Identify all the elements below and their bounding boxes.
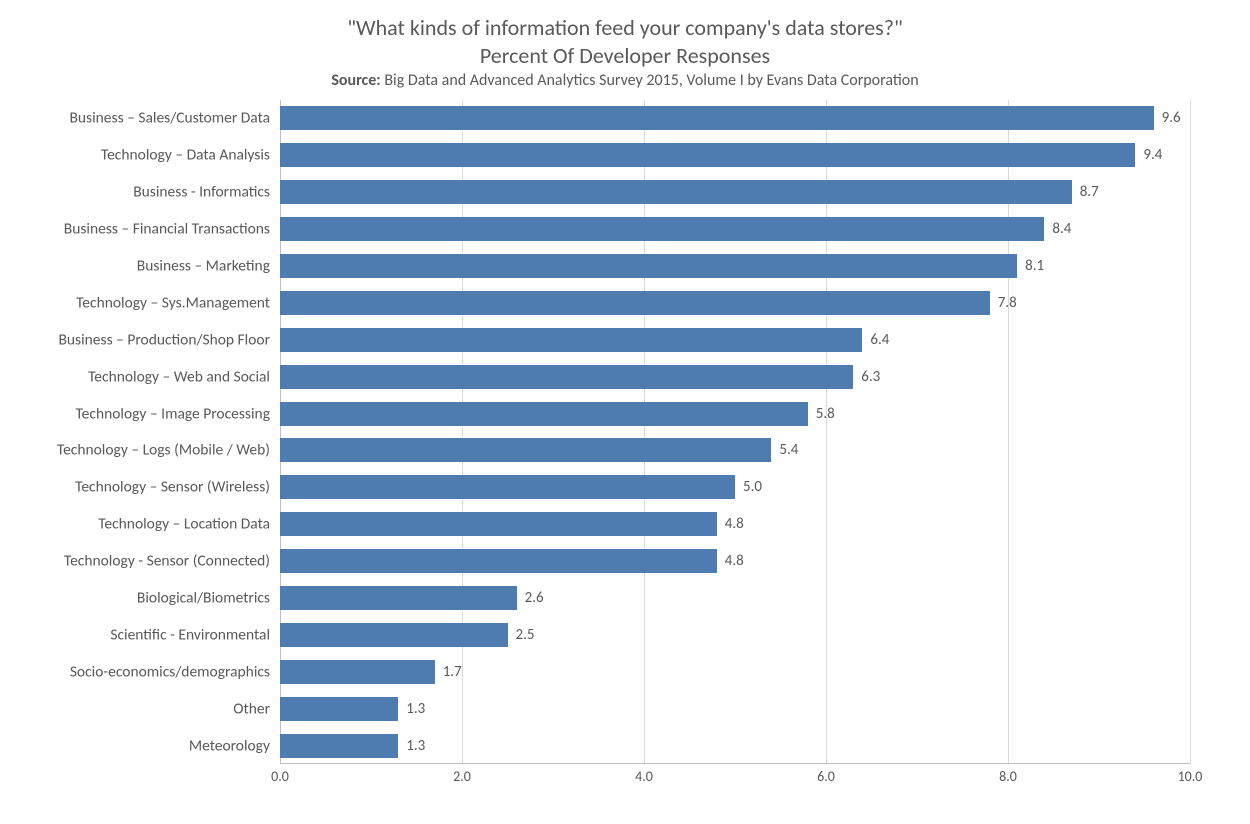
value-label: 9.6 xyxy=(1154,109,1181,127)
category-label: Technology – Logs (Mobile / Web) xyxy=(57,441,280,460)
value-label: 2.6 xyxy=(517,589,544,607)
category-label: Business - Informatics xyxy=(133,183,280,202)
category-label: Technology – Sensor (Wireless) xyxy=(75,478,280,497)
category-label: Business – Marketing xyxy=(137,256,280,275)
value-label: 1.3 xyxy=(398,700,425,718)
category-label: Technology – Web and Social xyxy=(88,367,280,386)
bar-row: Meteorology1.3 xyxy=(280,734,1190,758)
gridline xyxy=(1190,100,1191,764)
bar xyxy=(280,402,808,426)
category-label: Socio-economics/demographics xyxy=(70,662,280,681)
chart-title-line1: "What kinds of information feed your com… xyxy=(0,14,1250,42)
bars: Business – Sales/Customer Data9.6 Technol… xyxy=(280,100,1190,764)
bar xyxy=(280,438,771,462)
bar-row: Business - Informatics8.7 xyxy=(280,180,1190,204)
plot-wrap: 0.0 2.0 4.0 6.0 8.0 10.0 Business – Sales/Cus… xyxy=(20,100,1220,790)
x-tick-label: 2.0 xyxy=(453,764,471,785)
bar-row: Technology – Sensor (Wireless)5.0 xyxy=(280,475,1190,499)
value-label: 6.3 xyxy=(853,368,880,386)
bar xyxy=(280,512,717,536)
bar xyxy=(280,734,398,758)
bar-row: Business – Production/Shop Floor6.4 xyxy=(280,328,1190,352)
bar-row: Business – Sales/Customer Data9.6 xyxy=(280,106,1190,130)
value-label: 4.8 xyxy=(717,515,744,533)
chart-title-line2: Percent Of Developer Responses xyxy=(0,42,1250,70)
bar xyxy=(280,660,435,684)
category-label: Technology – Location Data xyxy=(98,515,280,534)
chart-container: "What kinds of information feed your com… xyxy=(0,0,1250,824)
bar-row: Technology – Location Data4.8 xyxy=(280,512,1190,536)
value-label: 5.8 xyxy=(808,405,835,423)
bar-row: Other1.3 xyxy=(280,697,1190,721)
value-label: 8.1 xyxy=(1017,257,1044,275)
bar-row: Business – Marketing8.1 xyxy=(280,254,1190,278)
bar xyxy=(280,623,508,647)
chart-source-prefix: Source: xyxy=(331,71,380,90)
bar xyxy=(280,365,853,389)
value-label: 5.0 xyxy=(735,478,762,496)
bar-row: Socio-economics/demographics1.7 xyxy=(280,660,1190,684)
category-label: Scientific - Environmental xyxy=(110,625,280,644)
bar-row: Technology – Data Analysis9.4 xyxy=(280,143,1190,167)
category-label: Technology – Image Processing xyxy=(76,404,281,423)
bar-row: Technology - Sensor (Connected)4.8 xyxy=(280,549,1190,573)
value-label: 1.3 xyxy=(398,737,425,755)
value-label: 5.4 xyxy=(771,441,798,459)
bar xyxy=(280,586,517,610)
bar-row: Scientific - Environmental2.5 xyxy=(280,623,1190,647)
bar-row: Technology – Image Processing5.8 xyxy=(280,402,1190,426)
bar xyxy=(280,180,1072,204)
bar xyxy=(280,254,1017,278)
plot-area: 0.02.04.06.08.010.0 Business – Sales/Cus… xyxy=(280,100,1190,764)
category-label: Biological/Biometrics xyxy=(137,588,280,607)
value-label: 2.5 xyxy=(508,626,535,644)
category-label: Technology – Sys.Management xyxy=(76,293,280,312)
value-label: 1.7 xyxy=(435,663,462,681)
value-label: 8.7 xyxy=(1072,183,1099,201)
x-tick-label: 6.0 xyxy=(817,764,835,785)
bar-row: Technology – Logs (Mobile / Web)5.4 xyxy=(280,438,1190,462)
x-tick-label: 8.0 xyxy=(999,764,1017,785)
title-block: "What kinds of information feed your com… xyxy=(0,14,1250,91)
bar-row: Business – Financial Transactions8.4 xyxy=(280,217,1190,241)
category-label: Meteorology xyxy=(189,736,280,755)
chart-source-text: Big Data and Advanced Analytics Survey 2… xyxy=(381,71,919,90)
value-label: 9.4 xyxy=(1135,146,1162,164)
bar xyxy=(280,106,1154,130)
bar xyxy=(280,549,717,573)
bar xyxy=(280,143,1135,167)
bar-row: Technology – Web and Social6.3 xyxy=(280,365,1190,389)
category-label: Business – Sales/Customer Data xyxy=(69,109,280,128)
bar xyxy=(280,697,398,721)
category-label: Technology - Sensor (Connected) xyxy=(64,552,280,571)
x-tick-label: 10.0 xyxy=(1178,764,1203,785)
x-tick-label: 0.0 xyxy=(271,764,289,785)
bar xyxy=(280,328,862,352)
bar-row: Technology – Sys.Management7.8 xyxy=(280,291,1190,315)
value-label: 6.4 xyxy=(862,331,889,349)
category-label: Other xyxy=(233,699,280,718)
category-label: Technology – Data Analysis xyxy=(101,146,280,165)
value-label: 4.8 xyxy=(717,552,744,570)
bar xyxy=(280,291,990,315)
bar xyxy=(280,217,1044,241)
bar-row: Biological/Biometrics2.6 xyxy=(280,586,1190,610)
bar xyxy=(280,475,735,499)
category-label: Business – Production/Shop Floor xyxy=(58,330,280,349)
x-tick-label: 4.0 xyxy=(635,764,653,785)
value-label: 8.4 xyxy=(1044,220,1071,238)
chart-source: Source: Big Data and Advanced Analytics … xyxy=(0,71,1250,91)
value-label: 7.8 xyxy=(990,294,1017,312)
category-label: Business – Financial Transactions xyxy=(64,220,280,239)
